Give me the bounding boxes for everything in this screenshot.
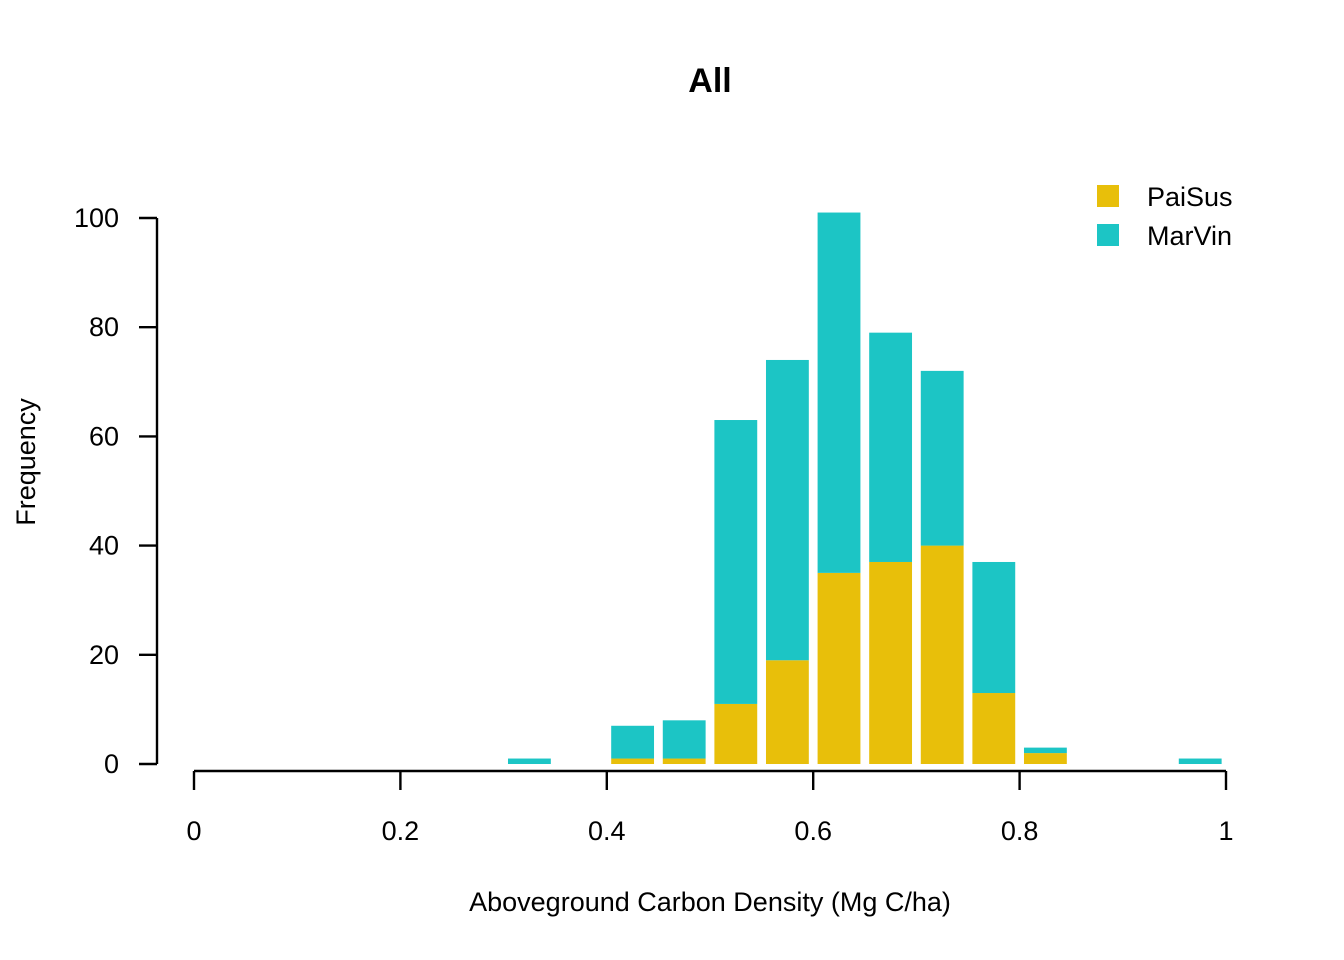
legend-label-marvin: MarVin [1147, 221, 1232, 251]
bar-marvin-9 [972, 561, 1016, 694]
bar-marvin-8 [920, 370, 964, 546]
bar-marvin-0 [507, 758, 551, 764]
bar-paisus-5 [765, 660, 809, 764]
bar-marvin-13 [1178, 758, 1222, 764]
y-axis-label: Frequency [11, 398, 41, 526]
y-tick-label-4: 80 [89, 312, 119, 342]
bars-group [507, 212, 1222, 764]
y-tick-label-1: 20 [89, 640, 119, 670]
bar-marvin-7 [869, 332, 913, 562]
bar-paisus-3 [662, 758, 706, 764]
bar-paisus-2 [611, 758, 655, 764]
x-axis-label: Aboveground Carbon Density (Mg C/ha) [469, 887, 951, 917]
bar-marvin-2 [611, 725, 655, 759]
y-ticks: 0 20 40 60 80 100 [74, 203, 157, 779]
y-tick-label-2: 40 [89, 531, 119, 561]
bar-marvin-5 [765, 359, 809, 661]
x-tick-label-0: 0 [186, 816, 201, 846]
bar-marvin-6 [817, 212, 861, 573]
legend-label-paisus: PaiSus [1147, 182, 1233, 212]
y-tick-label-0: 0 [104, 749, 119, 779]
legend: PaiSus MarVin [1097, 182, 1233, 251]
legend-swatch-marvin [1097, 224, 1119, 246]
bar-marvin-4 [714, 420, 758, 704]
bar-paisus-4 [714, 703, 758, 764]
x-tick-label-1: 0.2 [382, 816, 420, 846]
x-tick-label-4: 0.8 [1001, 816, 1039, 846]
x-ticks: 0 0.2 0.4 0.6 0.8 1 [186, 771, 1234, 846]
x-tick-label-5: 1 [1218, 816, 1233, 846]
y-tick-label-3: 60 [89, 421, 119, 451]
bar-paisus-8 [920, 545, 964, 764]
bar-paisus-9 [972, 693, 1016, 764]
bar-paisus-10 [1023, 753, 1067, 764]
bar-marvin-3 [662, 720, 706, 759]
bar-paisus-7 [869, 561, 913, 764]
x-axis: 0 0.2 0.4 0.6 0.8 1 [186, 769, 1234, 846]
chart-title: All [688, 62, 731, 100]
y-axis: 0 20 40 60 80 100 [74, 203, 159, 779]
bar-marvin-10 [1023, 747, 1067, 754]
bar-paisus-6 [817, 572, 861, 764]
legend-swatch-paisus [1097, 185, 1119, 207]
y-tick-label-5: 100 [74, 203, 119, 233]
x-tick-label-2: 0.4 [588, 816, 626, 846]
x-tick-label-3: 0.6 [794, 816, 832, 846]
